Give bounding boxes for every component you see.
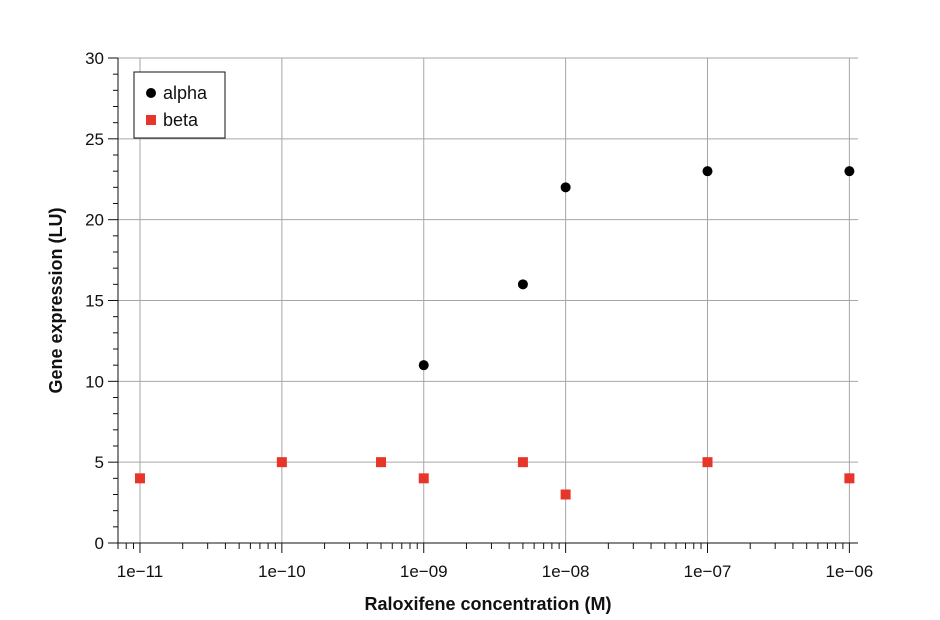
y-tick-label: 15 bbox=[85, 292, 104, 311]
point-alpha bbox=[844, 166, 855, 177]
data-points bbox=[134, 166, 855, 500]
legend-marker-alpha bbox=[146, 88, 156, 98]
legend: alpha beta bbox=[133, 71, 226, 139]
point-beta bbox=[376, 457, 387, 468]
legend-label-alpha: alpha bbox=[163, 83, 208, 103]
y-tick-label: 5 bbox=[95, 453, 104, 472]
point-beta bbox=[702, 457, 713, 468]
y-axis-title: Gene expression (LU) bbox=[46, 207, 66, 393]
x-tick-label: 1e−06 bbox=[826, 562, 874, 581]
point-beta bbox=[418, 473, 429, 484]
x-tick-label: 1e−11 bbox=[117, 562, 163, 581]
y-tick-label: 20 bbox=[85, 211, 104, 230]
point-alpha bbox=[560, 182, 571, 193]
point-beta bbox=[276, 457, 287, 468]
grid-lines bbox=[118, 57, 858, 544]
point-alpha bbox=[418, 360, 429, 371]
legend-marker-beta bbox=[146, 115, 156, 125]
tick-labels: 0 5 10 15 20 25 30 1e−11 1e−10 1e−09 1e−08 1e−07 1e−… bbox=[85, 49, 873, 581]
x-tick-label: 1e−09 bbox=[400, 562, 448, 581]
point-beta bbox=[560, 489, 571, 500]
x-tick-label: 1e−08 bbox=[542, 562, 590, 581]
y-tick-label: 0 bbox=[95, 534, 104, 553]
x-tick-label: 1e−10 bbox=[258, 562, 306, 581]
legend-box bbox=[133, 71, 226, 139]
point-beta bbox=[844, 473, 855, 484]
point-alpha bbox=[517, 279, 528, 290]
y-tick-label: 10 bbox=[85, 372, 104, 391]
x-tick-label: 1e−07 bbox=[684, 562, 732, 581]
point-alpha bbox=[702, 166, 713, 177]
y-tick-label: 25 bbox=[85, 130, 104, 149]
y-tick-label: 30 bbox=[85, 49, 104, 68]
x-axis-title: Raloxifene concentration (M) bbox=[364, 594, 611, 614]
legend-label-beta: beta bbox=[163, 110, 199, 130]
point-beta bbox=[134, 473, 145, 484]
tick-marks bbox=[108, 57, 850, 553]
point-beta bbox=[517, 457, 528, 468]
